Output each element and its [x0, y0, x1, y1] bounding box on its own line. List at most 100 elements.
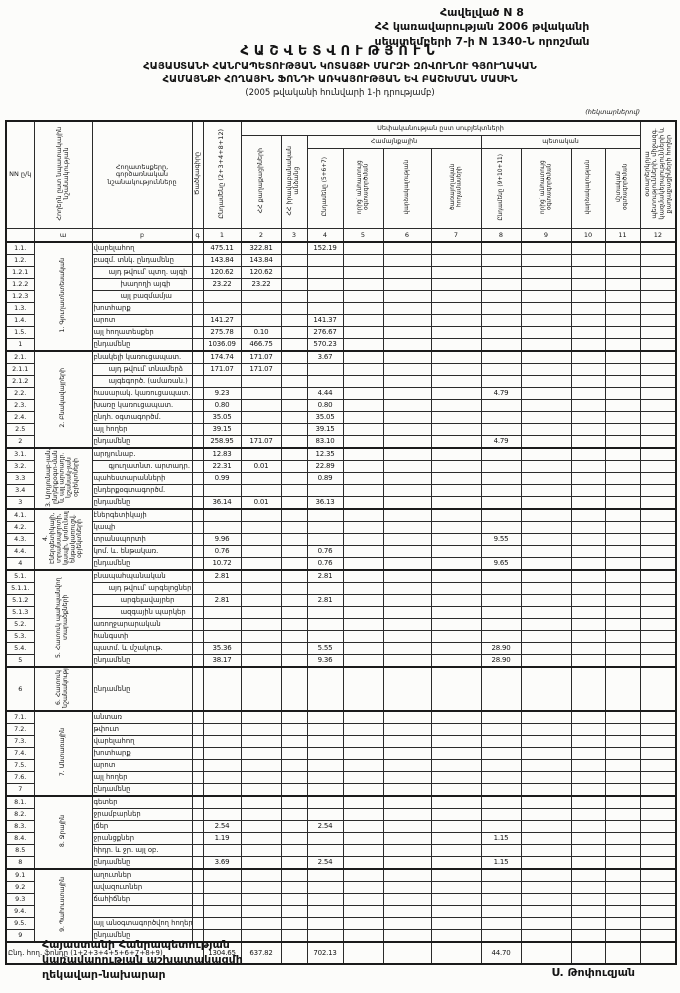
value-cell-c7 [430, 831, 482, 845]
value-cell-c7 [430, 374, 482, 388]
value-cell-c9 [520, 665, 572, 712]
value-cell-c10 [570, 782, 606, 797]
value-cell-c3 [280, 495, 308, 510]
value-cell-c5 [342, 794, 384, 809]
grand-total-c8: 44.70 [480, 940, 522, 965]
value-cell-c1: 9.23 [202, 386, 242, 400]
value-cell-c10 [570, 398, 606, 412]
value-cell-c12 [639, 653, 677, 668]
value-cell-c12 [639, 253, 677, 267]
column-number-5: 2 [240, 227, 282, 243]
value-cell-c10 [570, 568, 606, 583]
value-cell-c12 [639, 928, 677, 943]
value-cell-c4 [306, 892, 344, 906]
value-cell-c11 [604, 722, 641, 736]
value-cell-c10 [570, 605, 606, 619]
code-cell [191, 605, 204, 619]
value-cell-c7 [430, 434, 482, 449]
value-cell-c9 [520, 880, 572, 894]
value-cell-c2: 0.01 [240, 459, 282, 473]
value-cell-c9 [520, 734, 572, 748]
value-cell-c3 [280, 520, 308, 534]
code-cell [191, 301, 204, 315]
value-cell-c5 [342, 434, 384, 449]
value-cell-c5 [342, 459, 384, 473]
value-cell-c4 [306, 483, 344, 497]
value-cell-c1: 275.78 [202, 325, 242, 339]
value-cell-c2 [240, 410, 282, 424]
land-type-name: այդ թվում՝ տնամերձ [91, 362, 193, 376]
value-cell-c8 [480, 325, 522, 339]
value-cell-c11 [604, 362, 641, 376]
value-cell-c5 [342, 337, 384, 352]
row-code: 7.4. [5, 746, 35, 760]
table-row: 7.2. թփուտ [5, 722, 677, 736]
code-cell [191, 422, 204, 436]
value-cell-c3 [280, 532, 308, 546]
value-cell-c5 [342, 301, 384, 315]
value-cell-c6 [382, 794, 432, 809]
value-cell-c10 [570, 641, 606, 655]
value-cell-c1: 35.05 [202, 410, 242, 424]
table-row: 1.2.1 այդ թվում՝ պտղ. այգի 120.62 120.62 [5, 265, 677, 279]
code-cell [191, 722, 204, 736]
value-cell-c8 [480, 867, 522, 882]
value-cell-c3 [280, 794, 308, 809]
value-cell-c12 [639, 770, 677, 784]
value-cell-c2 [240, 794, 282, 809]
value-cell-c1 [202, 770, 242, 784]
grand-total-c4: 702.13 [306, 940, 344, 965]
value-cell-c9 [520, 325, 572, 339]
section-label: 9. Պահուստային [33, 867, 93, 943]
value-cell-c9 [520, 629, 572, 643]
value-cell-c1 [202, 758, 242, 772]
value-cell-c4 [306, 782, 344, 797]
land-type-name: ընդամենը [91, 434, 193, 449]
row-code: 7 [5, 782, 35, 797]
value-cell-c1 [202, 665, 242, 712]
land-type-name: բնապահպանական [91, 568, 193, 583]
value-cell-c2 [240, 653, 282, 668]
value-cell-c10 [570, 892, 606, 906]
value-cell-c2 [240, 398, 282, 412]
table-row: 1.2.2 խաղողի այգի 23.22 23.22 [5, 277, 677, 291]
row-code: 2.4. [5, 410, 35, 424]
value-cell-c12 [639, 483, 677, 497]
value-cell-c11 [604, 867, 641, 882]
value-cell-c2 [240, 617, 282, 631]
value-cell-c11 [604, 581, 641, 595]
value-cell-c3 [280, 483, 308, 497]
table-row: 4 ընդամենը 10.72 0.76 9.65 [5, 556, 677, 571]
value-cell-c6 [382, 904, 432, 918]
value-cell-c11 [604, 734, 641, 748]
value-cell-c11 [604, 337, 641, 352]
value-cell-c6 [382, 593, 432, 607]
table-row: 8.3. լճեր 2.54 2.54 [5, 819, 677, 833]
value-cell-c10 [570, 709, 606, 724]
value-cell-c1: 36.14 [202, 495, 242, 510]
value-cell-c5 [342, 507, 384, 522]
value-cell-c7 [430, 722, 482, 736]
land-type-name: ազգային պարկեր [91, 605, 193, 619]
table-row: 7 ընդամենը [5, 782, 677, 797]
value-cell-c2: 171.07 [240, 362, 282, 376]
footer-line-1: Հայաստանի Հանրապետության [42, 938, 230, 951]
value-cell-c11 [604, 653, 641, 668]
value-cell-c11 [604, 253, 641, 267]
value-cell-c9 [520, 301, 572, 315]
value-cell-c5 [342, 593, 384, 607]
value-cell-c9 [520, 855, 572, 870]
value-cell-c10 [570, 337, 606, 352]
value-cell-c10 [570, 289, 606, 303]
row-code: 1.2.3 [5, 289, 35, 303]
value-cell-c5 [342, 410, 384, 424]
code-cell [191, 483, 204, 497]
value-cell-c1 [202, 520, 242, 534]
value-cell-c7 [430, 556, 482, 571]
column-number-10: 7 [430, 227, 482, 243]
value-cell-c11 [604, 495, 641, 510]
value-cell-c9 [520, 483, 572, 497]
value-cell-c10 [570, 362, 606, 376]
row-code: 5.1.1. [5, 581, 35, 595]
value-cell-c10 [570, 794, 606, 809]
